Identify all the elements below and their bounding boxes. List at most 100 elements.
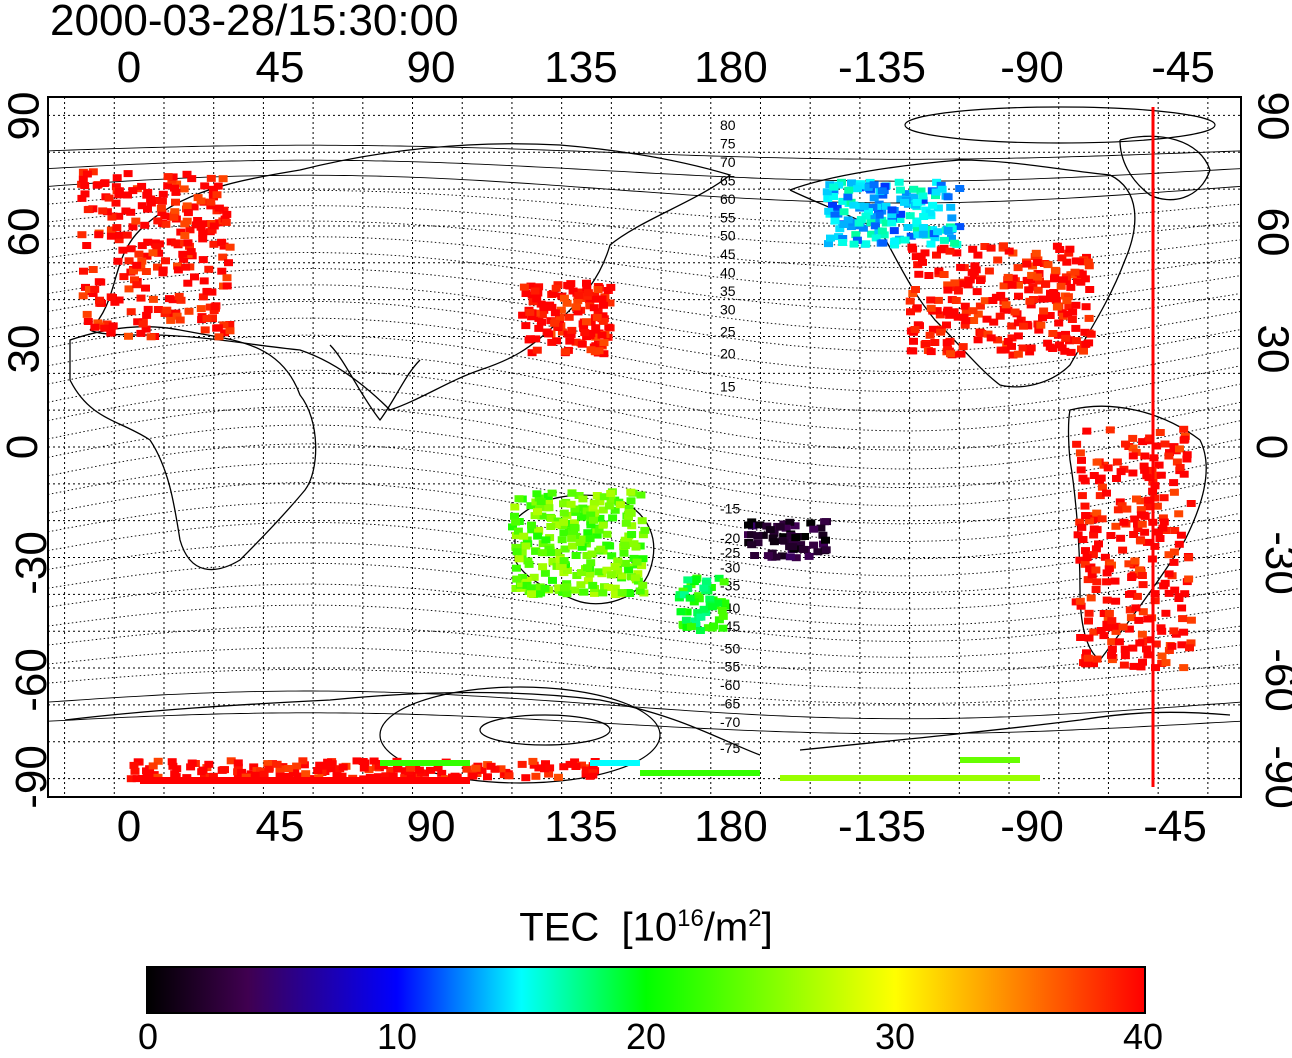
tec-cell: [1161, 609, 1171, 617]
tec-cell: [744, 521, 753, 529]
tec-cell: [534, 764, 544, 772]
tec-cell: [967, 268, 977, 276]
tec-cell: [152, 243, 162, 251]
tec-cell: [1057, 309, 1067, 317]
tec-cell: [1056, 282, 1066, 290]
contour-label: 70: [720, 154, 736, 170]
tec-cell: [77, 231, 87, 239]
tec-cell: [936, 246, 946, 254]
tec-cell: [1102, 596, 1112, 604]
y-tick-right: -30: [1255, 531, 1292, 595]
tec-cell: [218, 175, 228, 183]
tec-cell: [1152, 442, 1162, 450]
tec-cell: [986, 244, 996, 252]
tec-cell: [540, 584, 550, 592]
tec-cell: [1031, 249, 1041, 257]
tec-cell: [1153, 528, 1163, 536]
tec-cell: [1110, 577, 1120, 585]
tec-cell: [90, 323, 100, 331]
tec-cell: [913, 227, 922, 235]
tec-cell: [720, 599, 730, 607]
tec-cell: [1038, 295, 1048, 303]
tec-cell: [1084, 617, 1093, 625]
tec-cell: [1143, 503, 1153, 511]
tec-cell: [605, 299, 615, 307]
tec-cell: [1084, 609, 1094, 617]
tec-cell: [327, 760, 337, 768]
tec-cell: [222, 282, 232, 290]
tec-cell: [921, 341, 930, 349]
tec-cell: [758, 531, 768, 539]
tec-cell: [1156, 471, 1166, 479]
tec-cell: [566, 330, 576, 338]
tec-cell: [521, 542, 531, 550]
tec-cell: [532, 295, 542, 303]
tec-cell: [763, 552, 773, 560]
x-tick-top: -45: [1151, 43, 1215, 92]
tec-cell: [791, 554, 801, 562]
tec-cell: [512, 575, 522, 583]
tec-cell: [1014, 292, 1023, 300]
tec-cell: [838, 235, 848, 242]
tec-cell: [918, 196, 928, 204]
tec-cell: [562, 299, 572, 307]
tec-cell: [838, 197, 848, 205]
tec-cell: [1129, 531, 1139, 538]
tec-cell: [163, 182, 173, 190]
tec-cell: [599, 493, 609, 501]
tec-cell: [151, 197, 161, 204]
tec-cell: [298, 757, 308, 765]
tec-cell: [1014, 281, 1023, 289]
tec-cell: [514, 495, 524, 503]
tec-cell: [926, 296, 936, 304]
tec-cell: [1064, 303, 1074, 310]
tec-cell: [172, 312, 182, 320]
tec-cell: [909, 193, 919, 201]
tec-cell: [517, 580, 526, 588]
tec-cell: [1158, 514, 1168, 522]
tec-cell: [559, 763, 569, 771]
tec-cell: [1135, 639, 1145, 647]
tec-cell: [695, 627, 705, 634]
tec-cell: [900, 198, 909, 206]
tec-cell: [541, 760, 550, 768]
tec-cell: [1144, 496, 1153, 504]
tec-cell: [146, 333, 156, 341]
tec-cell: [518, 573, 528, 581]
tec-cell: [579, 588, 589, 596]
tec-cell: [714, 574, 724, 582]
tec-cell: [148, 295, 158, 303]
tec-band: [780, 775, 1040, 781]
tec-cell: [1130, 515, 1140, 523]
tec-cell: [1038, 314, 1047, 322]
tec-cell: [95, 322, 105, 330]
contour-label: -25: [720, 545, 740, 561]
tec-cell: [942, 321, 951, 329]
tec-cell: [204, 760, 214, 768]
tec-cell: [629, 554, 639, 562]
tec-cell: [598, 521, 608, 529]
tec-cell: [816, 524, 826, 532]
tec-cell: [866, 213, 876, 221]
tec-cell: [1076, 466, 1086, 474]
tec-cell: [778, 552, 787, 560]
tec-cell: [853, 185, 862, 193]
tec-cell: [352, 757, 362, 765]
tec-cell: [958, 343, 968, 351]
tec-cell: [1169, 488, 1179, 496]
tec-cell: [1161, 659, 1171, 667]
tec-cell: [1082, 554, 1092, 562]
tec-cell: [920, 249, 930, 257]
tec-cell: [1032, 259, 1042, 266]
tec-cell: [213, 182, 223, 190]
tec-cell: [568, 287, 578, 295]
tec-cell: [586, 559, 596, 567]
tec-cell: [1018, 344, 1028, 352]
tec-cell: [519, 532, 529, 540]
tec-cell: [517, 760, 527, 768]
tec-cell: [88, 266, 98, 273]
tec-cell: [906, 308, 915, 316]
tec-cell: [1075, 556, 1085, 564]
tec-cell: [565, 337, 575, 345]
tec-cell: [198, 235, 208, 243]
